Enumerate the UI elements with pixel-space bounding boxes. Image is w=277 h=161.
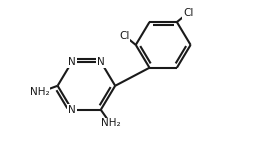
Text: Cl: Cl [119,31,129,41]
Text: N: N [68,57,76,67]
Text: N: N [97,57,105,67]
Text: NH₂: NH₂ [101,118,120,128]
Text: NH₂: NH₂ [30,87,50,97]
Text: N: N [68,105,76,115]
Text: Cl: Cl [183,8,194,18]
